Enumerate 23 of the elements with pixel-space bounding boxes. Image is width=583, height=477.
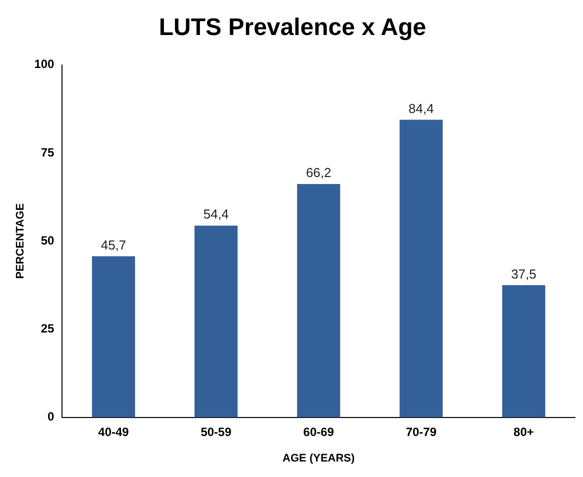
y-axis-title: PERCENTAGE xyxy=(14,203,27,279)
y-tick-label: 25 xyxy=(40,322,55,336)
x-axis-title: AGE (YEARS) xyxy=(282,452,356,464)
y-tick-label: 75 xyxy=(40,145,55,160)
x-tick-label: 50-59 xyxy=(200,424,232,439)
bar xyxy=(502,285,546,418)
x-tick-label: 60-69 xyxy=(303,424,334,439)
bar xyxy=(297,184,340,418)
data-label: 37,5 xyxy=(511,266,536,282)
data-label: 54,4 xyxy=(203,206,229,222)
data-label: 66,2 xyxy=(306,165,332,180)
x-tick-label: 80+ xyxy=(514,424,534,439)
bar xyxy=(92,256,136,418)
bar xyxy=(400,120,443,418)
chart-title: LUTS Prevalence x Age xyxy=(158,14,426,42)
x-tick-label: 70-79 xyxy=(406,424,437,439)
y-tick-label: 100 xyxy=(34,57,55,72)
data-label: 84,4 xyxy=(408,100,434,116)
data-label: 45,7 xyxy=(100,237,126,252)
y-tick-label: 0 xyxy=(48,410,55,424)
x-tick-label: 40-49 xyxy=(98,424,130,439)
bar xyxy=(194,226,238,418)
y-tick-label: 50 xyxy=(40,233,55,248)
